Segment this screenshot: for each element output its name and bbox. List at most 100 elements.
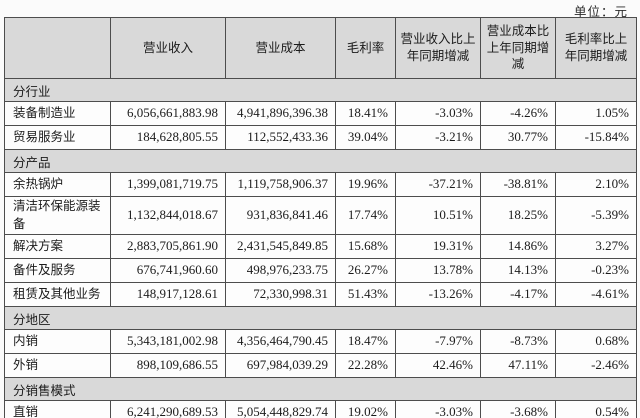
value-cell: 4,941,896,396.38 <box>225 101 336 126</box>
value-cell: -5.39% <box>555 196 637 235</box>
value-cell: -4.61% <box>555 282 637 307</box>
value-cell: 39.04% <box>335 125 396 150</box>
value-cell: 19.96% <box>335 172 396 197</box>
column-header-gross-margin: 毛利率 <box>335 17 396 79</box>
table-row: 内销 5,343,181,002.98 4,356,464,790.45 18.47%… <box>4 329 637 354</box>
row-label: 余热锅炉 <box>4 172 111 197</box>
value-cell: 17.74% <box>335 196 396 235</box>
section-row: 分行业 <box>4 78 637 102</box>
value-cell: 14.13% <box>480 258 556 283</box>
section-title: 分销售模式 <box>4 377 637 401</box>
value-cell: 18.47% <box>335 329 396 354</box>
value-cell: 676,741,960.60 <box>110 258 226 283</box>
value-cell: 0.54% <box>555 400 637 418</box>
value-cell: 51.43% <box>335 282 396 307</box>
value-cell: -38.81% <box>480 172 556 197</box>
value-cell: -3.03% <box>395 101 481 126</box>
column-header-margin-yoy: 毛利率比上年同期增减 <box>555 17 637 79</box>
value-cell: 1.05% <box>555 101 637 126</box>
value-cell: 2,431,545,849.85 <box>225 234 336 259</box>
table-row: 装备制造业 6,056,661,883.98 4,941,896,396.38 18.… <box>4 101 637 126</box>
value-cell: 2.10% <box>555 172 637 197</box>
value-cell: 697,984,039.29 <box>225 353 336 378</box>
value-cell: -3.21% <box>395 125 481 150</box>
section-row: 分产品 <box>4 149 637 173</box>
table-row: 清洁环保能源装备 1,132,844,018.67 931,836,841.46 17… <box>4 196 637 235</box>
value-cell: 898,109,686.55 <box>110 353 226 378</box>
row-label: 租赁及其他业务 <box>4 282 111 307</box>
value-cell: 5,054,448,829.74 <box>225 400 336 418</box>
row-label: 装备制造业 <box>4 101 111 126</box>
header-row: 营业收入 营业成本 毛利率 营业收入比上年同期增减 营业成本比上年同期增减 毛利… <box>4 17 637 79</box>
value-cell: 112,552,433.36 <box>225 125 336 150</box>
financial-segment-table: 营业收入 营业成本 毛利率 营业收入比上年同期增减 营业成本比上年同期增减 毛利… <box>4 17 637 418</box>
value-cell: 0.68% <box>555 329 637 354</box>
value-cell: 18.25% <box>480 196 556 235</box>
row-label: 内销 <box>4 329 111 354</box>
value-cell: 1,132,844,018.67 <box>110 196 226 235</box>
column-header-cost-yoy: 营业成本比上年同期增减 <box>480 17 556 79</box>
value-cell: 931,836,841.46 <box>225 196 336 235</box>
value-cell: -4.17% <box>480 282 556 307</box>
column-header-revenue-yoy: 营业收入比上年同期增减 <box>395 17 481 79</box>
row-label: 清洁环保能源装备 <box>4 196 111 235</box>
value-cell: -7.97% <box>395 329 481 354</box>
value-cell: -13.26% <box>395 282 481 307</box>
row-label: 直销 <box>4 400 111 418</box>
value-cell: -8.73% <box>480 329 556 354</box>
value-cell: 15.68% <box>335 234 396 259</box>
table-row: 外销 898,109,686.55 697,984,039.29 22.28% 42.4… <box>4 353 637 378</box>
value-cell: 14.86% <box>480 234 556 259</box>
value-cell: 184,628,805.55 <box>110 125 226 150</box>
table-row: 直销 6,241,290,689.53 5,054,448,829.74 19.02%… <box>4 400 637 418</box>
value-cell: -15.84% <box>555 125 637 150</box>
value-cell: 1,119,758,906.37 <box>225 172 336 197</box>
column-header-revenue: 营业收入 <box>110 17 226 79</box>
unit-label: 单位：元 <box>573 5 628 19</box>
section-title: 分地区 <box>4 306 637 330</box>
table-row: 贸易服务业 184,628,805.55 112,552,433.36 39.04% -… <box>4 125 637 150</box>
row-label: 外销 <box>4 353 111 378</box>
value-cell: 2,883,705,861.90 <box>110 234 226 259</box>
row-label: 备件及服务 <box>4 258 111 283</box>
value-cell: -4.26% <box>480 101 556 126</box>
value-cell: -3.03% <box>395 400 481 418</box>
value-cell: 4,356,464,790.45 <box>225 329 336 354</box>
value-cell: 10.51% <box>395 196 481 235</box>
column-header-cost: 营业成本 <box>225 17 336 79</box>
value-cell: -0.23% <box>555 258 637 283</box>
value-cell: -37.21% <box>395 172 481 197</box>
value-cell: 72,330,998.31 <box>225 282 336 307</box>
value-cell: 47.11% <box>480 353 556 378</box>
value-cell: 18.41% <box>335 101 396 126</box>
table-row: 租赁及其他业务 148,917,128.61 72,330,998.31 51.43%… <box>4 282 637 307</box>
value-cell: -2.46% <box>555 353 637 378</box>
section-title: 分行业 <box>4 78 637 102</box>
value-cell: 1,399,081,719.75 <box>110 172 226 197</box>
row-label: 贸易服务业 <box>4 125 111 150</box>
value-cell: 13.78% <box>395 258 481 283</box>
corner-cell <box>4 17 111 79</box>
value-cell: 19.02% <box>335 400 396 418</box>
table-row: 解决方案 2,883,705,861.90 2,431,545,849.85 15.6… <box>4 234 637 259</box>
value-cell: 26.27% <box>335 258 396 283</box>
row-label: 解决方案 <box>4 234 111 259</box>
section-row: 分销售模式 <box>4 377 637 401</box>
table-row: 余热锅炉 1,399,081,719.75 1,119,758,906.37 19.9… <box>4 172 637 197</box>
value-cell: -3.68% <box>480 400 556 418</box>
section-title: 分产品 <box>4 149 637 173</box>
value-cell: 6,056,661,883.98 <box>110 101 226 126</box>
table-body: 分行业 装备制造业 6,056,661,883.98 4,941,896,396.38… <box>4 78 637 418</box>
value-cell: 148,917,128.61 <box>110 282 226 307</box>
table-row: 备件及服务 676,741,960.60 498,976,233.75 26.27% 1… <box>4 258 637 283</box>
value-cell: 30.77% <box>480 125 556 150</box>
value-cell: 19.31% <box>395 234 481 259</box>
value-cell: 5,343,181,002.98 <box>110 329 226 354</box>
section-row: 分地区 <box>4 306 637 330</box>
value-cell: 6,241,290,689.53 <box>110 400 226 418</box>
value-cell: 42.46% <box>395 353 481 378</box>
table-header: 营业收入 营业成本 毛利率 营业收入比上年同期增减 营业成本比上年同期增减 毛利… <box>4 17 637 79</box>
value-cell: 498,976,233.75 <box>225 258 336 283</box>
value-cell: 22.28% <box>335 353 396 378</box>
